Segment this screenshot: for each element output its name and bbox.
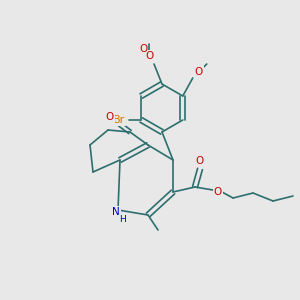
Text: Br: Br (113, 115, 125, 125)
Text: O: O (214, 187, 222, 197)
Text: O: O (145, 51, 153, 61)
Text: H: H (120, 215, 126, 224)
Text: O: O (106, 112, 114, 122)
Text: O: O (140, 44, 148, 54)
Text: O: O (195, 67, 203, 77)
Text: N: N (112, 207, 120, 217)
Text: O: O (196, 156, 204, 166)
